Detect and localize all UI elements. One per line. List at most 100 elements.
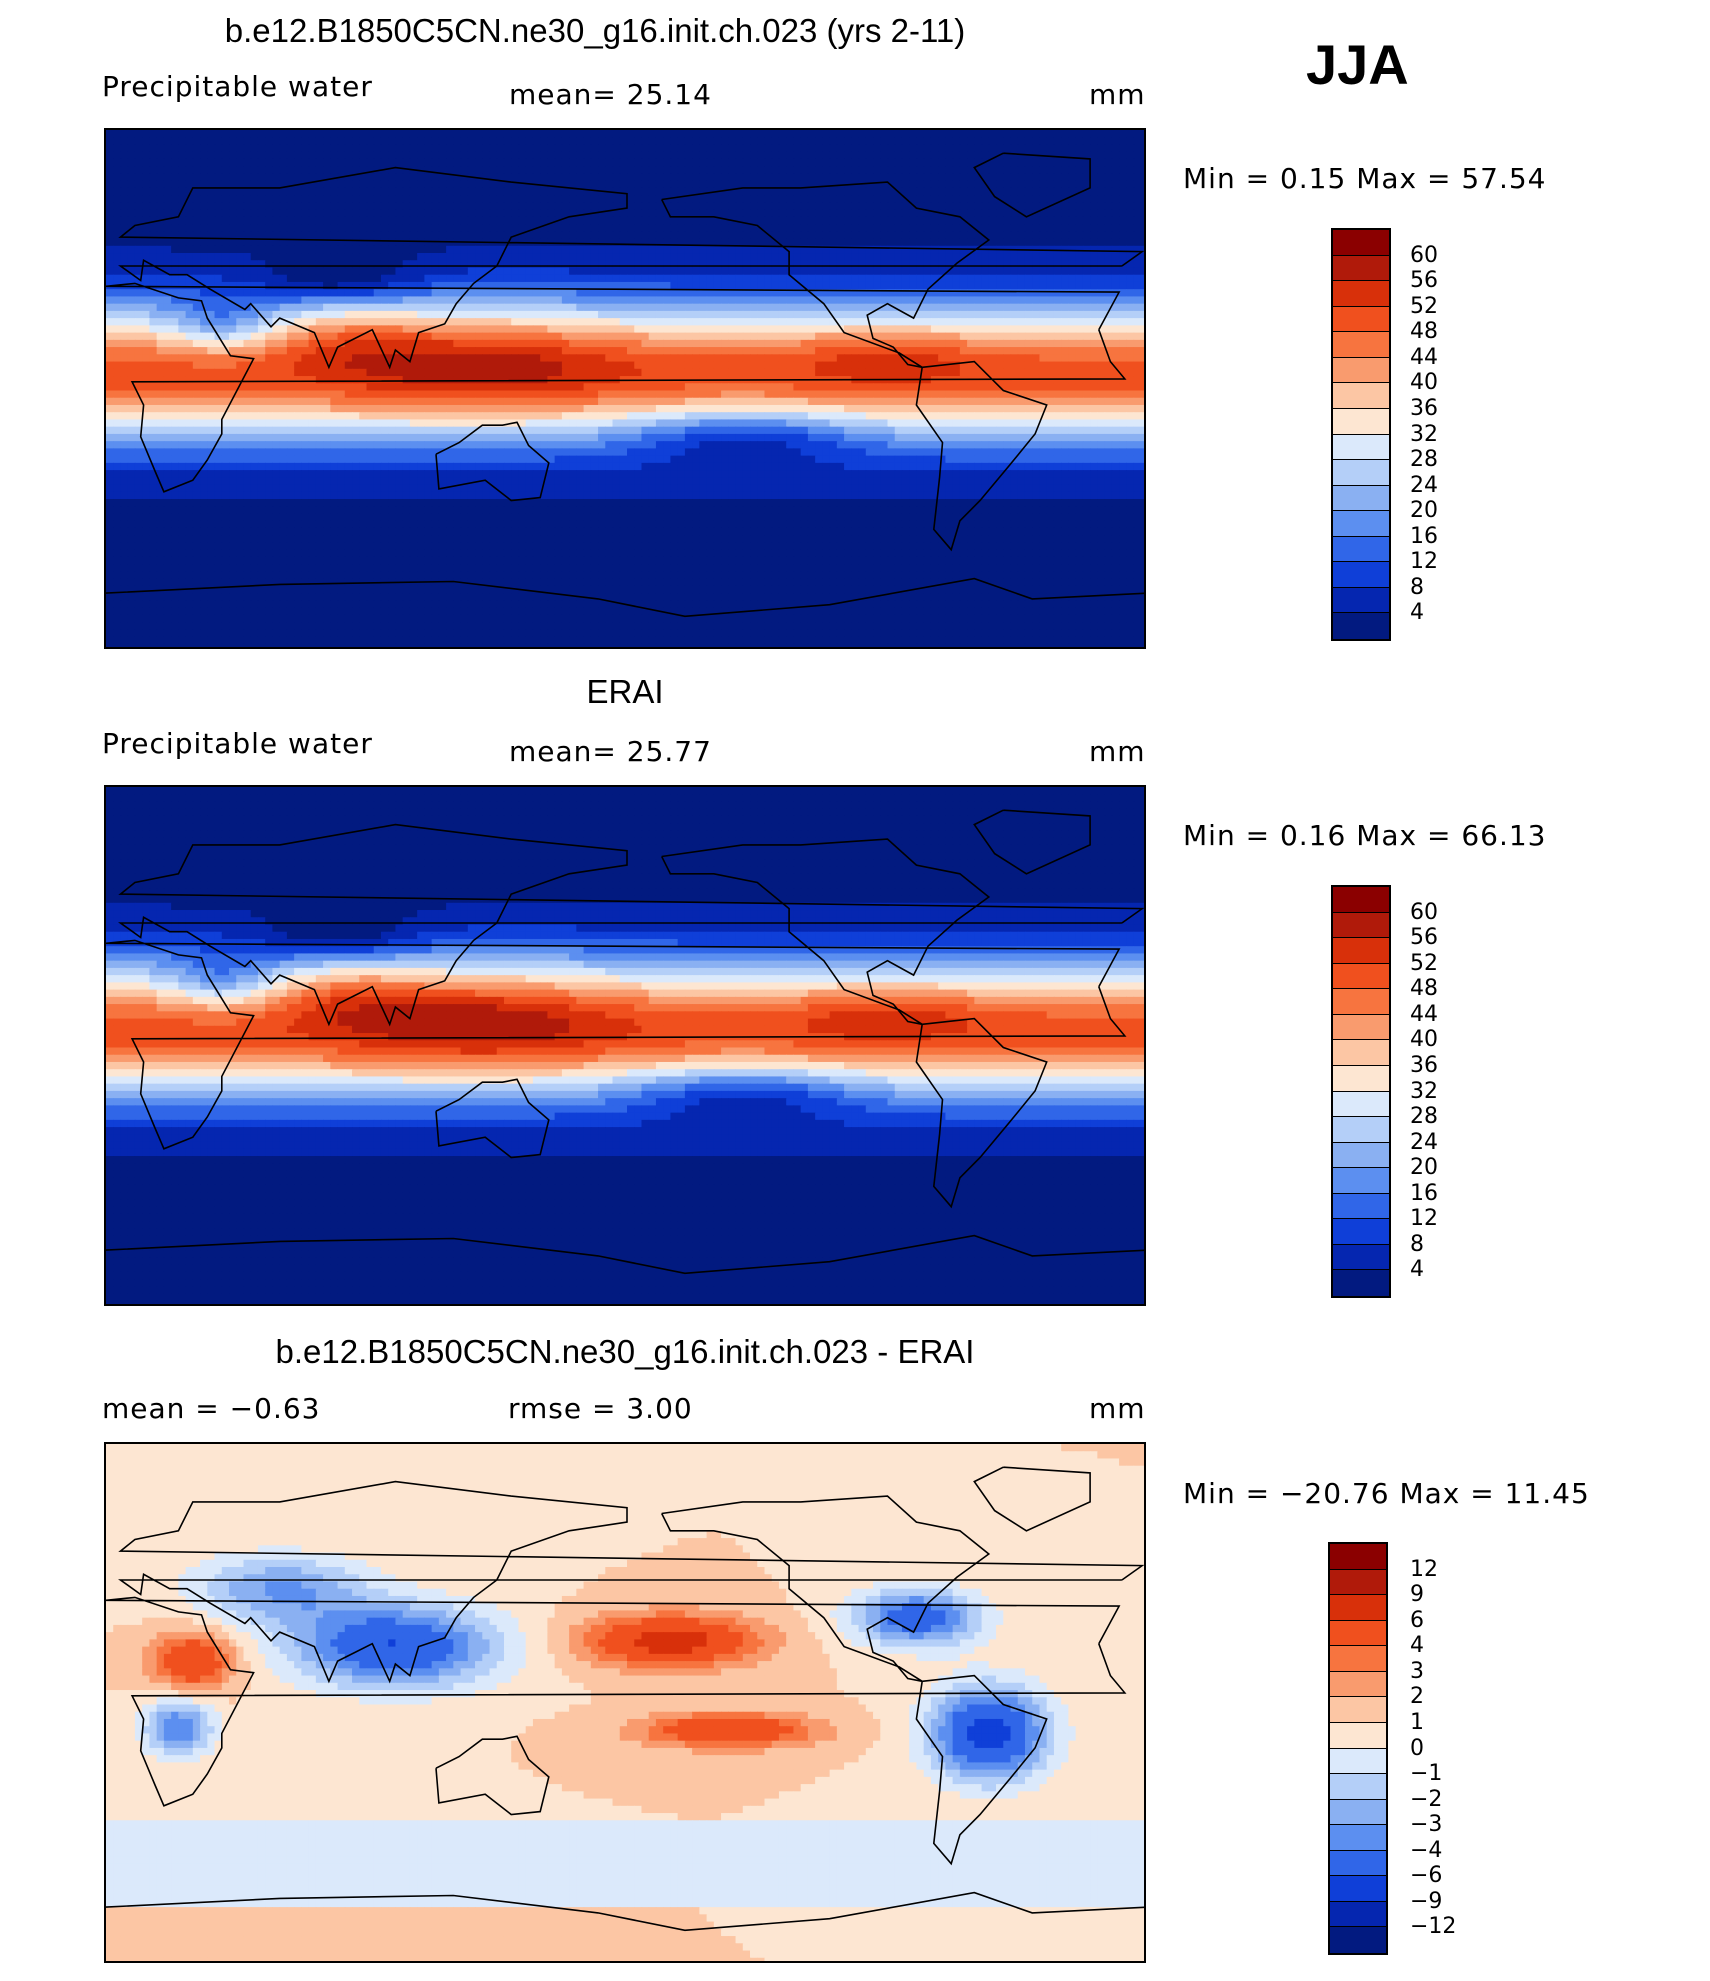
colorbar-tick-label: 8 (1410, 1233, 1424, 1256)
coastline (973, 152, 1091, 218)
colorbar-swatch (1333, 613, 1389, 639)
colorbar-tick-label: 12 (1410, 1558, 1438, 1581)
colorbar-tick-label: −2 (1410, 1788, 1442, 1811)
colorbar-tick-label: 48 (1410, 321, 1438, 343)
colorbar-tick-label: 16 (1410, 525, 1438, 548)
colorbar-swatch (1333, 587, 1389, 614)
colorbar-swatch (1333, 281, 1389, 307)
colorbar-swatch (1330, 1646, 1386, 1672)
colorbar-swatch (1333, 1219, 1389, 1245)
panel2-mean-label: mean= 25.77 (509, 735, 712, 768)
panel1-mean-label: mean= 25.14 (509, 78, 712, 111)
coastline (973, 1466, 1091, 1532)
colorbar-swatch (1333, 1091, 1389, 1118)
colorbar-tick-label: 40 (1410, 372, 1438, 394)
panel1-minmax: Min = 0.15 Max = 57.54 (1183, 162, 1547, 195)
colorbar-tick-label: 36 (1410, 1054, 1438, 1077)
panel2-colorbar (1331, 885, 1391, 1298)
panel2-variable-label: Precipitable water (102, 727, 373, 760)
panel3-units-label: mm (1089, 1392, 1146, 1425)
colorbar-swatch (1333, 1014, 1389, 1041)
colorbar-tick-label: 44 (1410, 1003, 1438, 1026)
colorbar-tick-label: 24 (1410, 1131, 1438, 1154)
colorbar-tick-label: 28 (1410, 449, 1438, 471)
panel1-units-label: mm (1089, 78, 1146, 111)
colorbar-tick-label: 12 (1410, 551, 1438, 573)
colorbar-tick-label: 20 (1410, 1157, 1438, 1179)
colorbar-tick-label: 56 (1410, 927, 1438, 949)
colorbar-swatch (1333, 1193, 1389, 1220)
coastline (106, 1596, 1127, 1807)
panel1-colorbar (1331, 228, 1391, 641)
colorbar-tick-label: 0 (1410, 1737, 1424, 1760)
coastline (915, 360, 1048, 552)
colorbar-swatch (1330, 1748, 1386, 1775)
colorbar-tick-label: 56 (1410, 270, 1438, 292)
coastline (915, 1674, 1048, 1866)
colorbar-swatch (1333, 963, 1389, 990)
panel3-minmax: Min = −20.76 Max = 11.45 (1183, 1477, 1590, 1510)
colorbar-tick-label: 6 (1410, 1609, 1424, 1632)
coastline (435, 1078, 550, 1159)
colorbar-swatch (1333, 511, 1389, 537)
colorbar-swatch (1330, 1876, 1386, 1902)
colorbar-tick-label: 9 (1410, 1584, 1424, 1606)
panel1-title: b.e12.B1850C5CN.ne30_g16.init.ch.023 (yr… (0, 12, 1195, 50)
colorbar-tick-label: 48 (1410, 978, 1438, 1000)
colorbar-tick-label: 1 (1410, 1711, 1424, 1734)
colorbar-swatch (1330, 1927, 1386, 1953)
colorbar-swatch (1330, 1825, 1386, 1851)
colorbar-swatch (1333, 485, 1389, 512)
colorbar-swatch (1333, 989, 1389, 1015)
panel3-rmse-label: rmse = 3.00 (508, 1392, 693, 1425)
colorbar-swatch (1330, 1569, 1386, 1596)
season-label: JJA (1306, 32, 1409, 97)
coastline (106, 282, 1127, 493)
coastline (106, 577, 1144, 618)
colorbar-tick-label: 40 (1410, 1029, 1438, 1051)
panel3-title: b.e12.B1850C5CN.ne30_g16.init.ch.023 - E… (25, 1333, 1225, 1371)
colorbar-tick-label: 16 (1410, 1182, 1438, 1205)
colorbar-tick-label: 32 (1410, 423, 1438, 446)
colorbar-swatch (1330, 1671, 1386, 1698)
colorbar-tick-label: 8 (1410, 576, 1424, 599)
coastline (118, 1480, 1144, 1684)
colorbar-tick-label: 3 (1410, 1660, 1424, 1683)
colorbar-swatch (1333, 887, 1389, 913)
panel3-map (104, 1442, 1146, 1963)
colorbar-swatch (1333, 562, 1389, 588)
panel1-variable-label: Precipitable water (102, 70, 373, 103)
colorbar-tick-label: 28 (1410, 1106, 1438, 1128)
colorbar-swatch (1333, 408, 1389, 435)
colorbar-tick-label: 2 (1410, 1686, 1424, 1708)
coastline (118, 823, 1144, 1027)
colorbar-swatch (1333, 1117, 1389, 1143)
coastline (973, 809, 1091, 875)
coastline (660, 838, 991, 1026)
colorbar-swatch (1333, 383, 1389, 409)
colorbar-tick-label: 44 (1410, 346, 1438, 369)
colorbar-swatch (1333, 536, 1389, 563)
colorbar-swatch (1333, 1065, 1389, 1092)
panel3-mean-label: mean = −0.63 (102, 1392, 320, 1425)
colorbar-tick-label: 60 (1410, 901, 1438, 924)
colorbar-tick-label: −4 (1410, 1839, 1442, 1862)
colorbar-tick-label: −3 (1410, 1814, 1442, 1836)
coastline (106, 1891, 1144, 1932)
colorbar-tick-label: 60 (1410, 244, 1438, 267)
coastline (106, 1234, 1144, 1275)
colorbar-swatch (1330, 1620, 1386, 1647)
panel2-units-label: mm (1089, 735, 1146, 768)
colorbar-tick-label: −12 (1410, 1916, 1456, 1938)
colorbar-swatch (1330, 1774, 1386, 1800)
colorbar-swatch (1333, 912, 1389, 939)
colorbar-swatch (1330, 1544, 1386, 1570)
colorbar-tick-label: 20 (1410, 500, 1438, 522)
colorbar-swatch (1333, 434, 1389, 461)
colorbar-swatch (1333, 1270, 1389, 1296)
colorbar-tick-label: −9 (1410, 1890, 1442, 1913)
colorbar-swatch (1333, 1040, 1389, 1066)
colorbar-swatch (1333, 1142, 1389, 1169)
colorbar-tick-label: 24 (1410, 474, 1438, 497)
colorbar-swatch (1330, 1722, 1386, 1749)
